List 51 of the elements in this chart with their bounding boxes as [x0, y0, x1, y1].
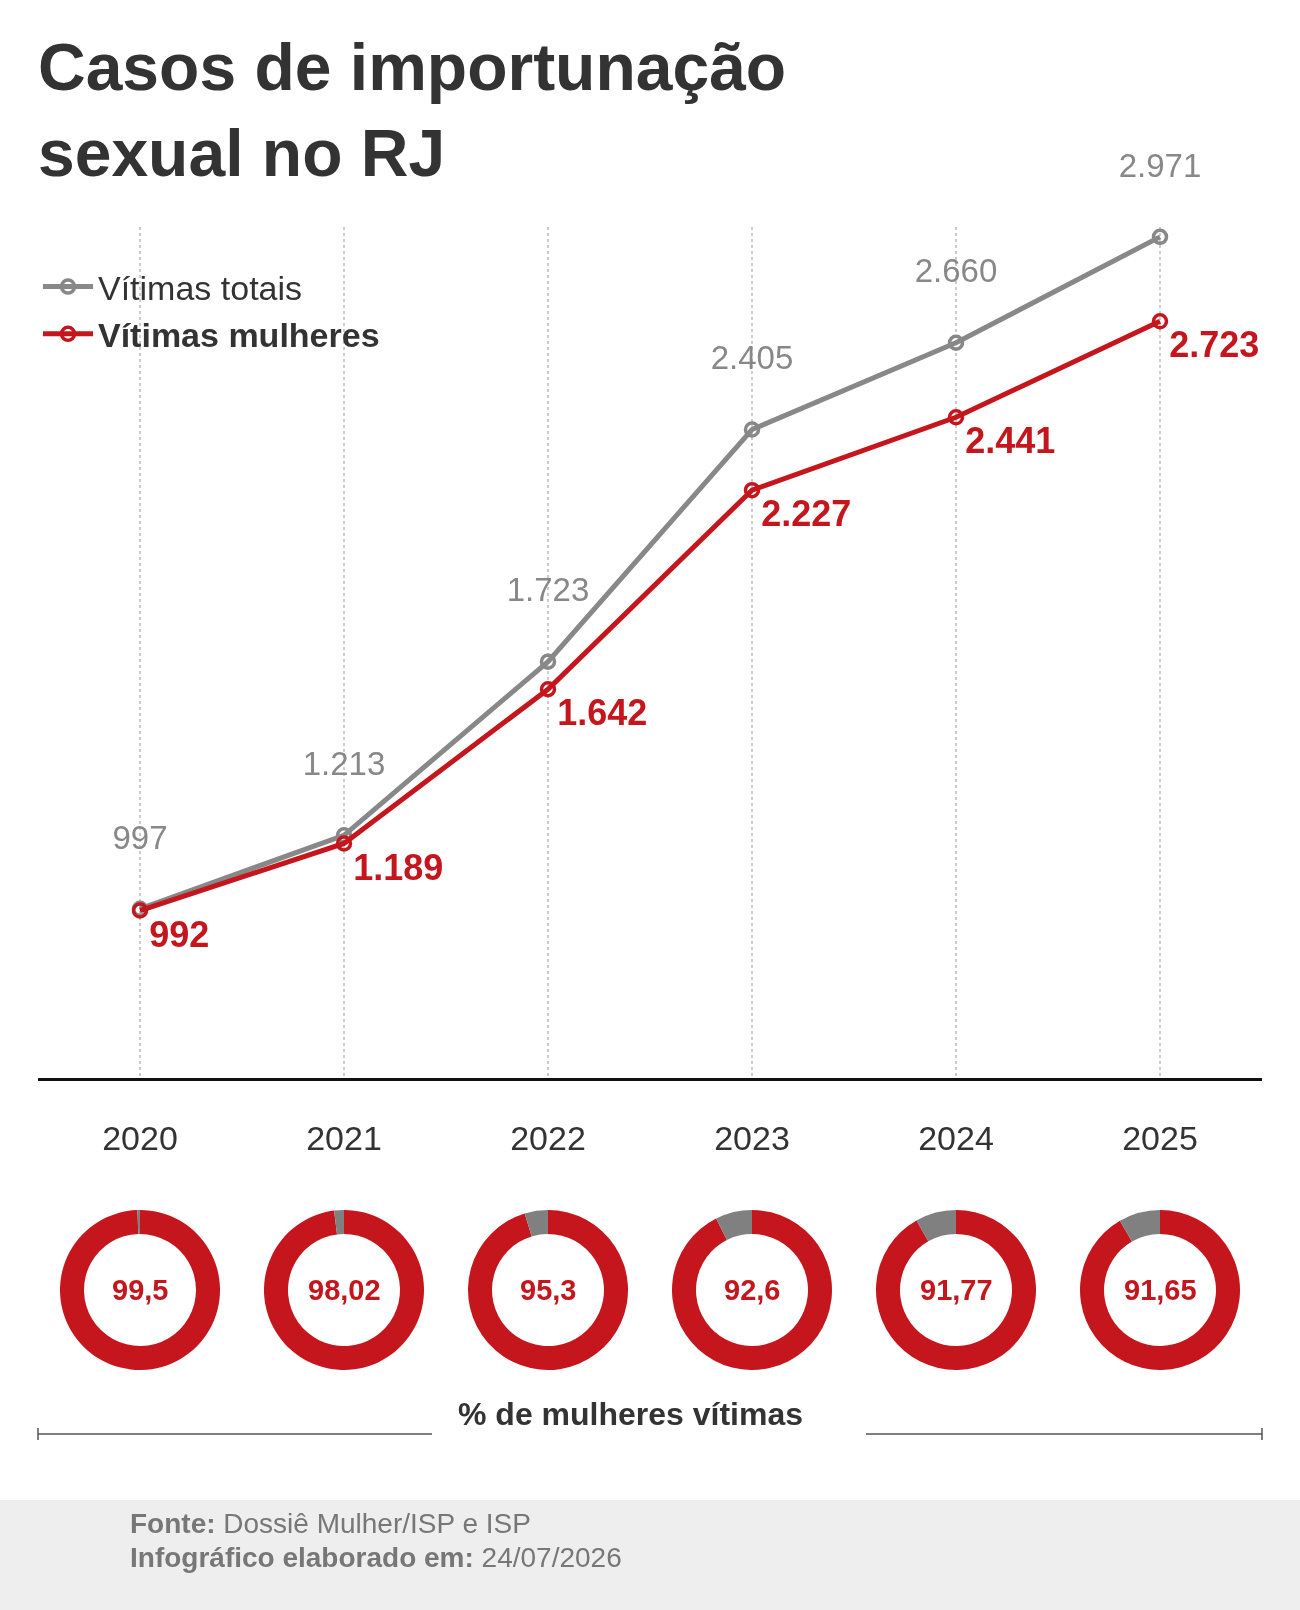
- text: 91,65: [1124, 1274, 1197, 1306]
- text: 92,6: [724, 1274, 781, 1306]
- text: 91,77: [920, 1274, 993, 1306]
- data-label: 997: [112, 818, 168, 856]
- point: [947, 334, 965, 351]
- donut-slice: [1119, 1210, 1160, 1242]
- data-label: 2.660: [914, 252, 998, 290]
- x-tick-label: 2023: [714, 1118, 790, 1157]
- data-label: 2.971: [1118, 146, 1202, 184]
- data-label: 1.189: [353, 846, 444, 888]
- point: [539, 653, 557, 670]
- x-tick-label: 2020: [102, 1118, 178, 1157]
- data-label: 2.441: [965, 420, 1056, 462]
- point: [335, 835, 353, 852]
- text: 98,02: [308, 1274, 381, 1306]
- donut-slice: [876, 1210, 1036, 1370]
- data-label: 1.723: [506, 571, 590, 609]
- data-label: 2.405: [710, 339, 794, 377]
- data-label: 992: [149, 913, 210, 955]
- donut-slice: [524, 1210, 548, 1237]
- point: [1151, 313, 1169, 330]
- donut-slice: [672, 1210, 832, 1370]
- donut-slice: [1080, 1210, 1240, 1370]
- donut-slice: [468, 1210, 628, 1370]
- x-tick-label: 2021: [306, 1118, 382, 1157]
- donut-slice: [916, 1210, 956, 1242]
- donut-slice: [334, 1210, 344, 1235]
- text: 95,3: [520, 1274, 577, 1306]
- legend-label: Vítimas totais: [98, 268, 303, 307]
- chart-title: Casos de importunação sexual no RJ: [38, 30, 787, 190]
- donut-slice: [264, 1210, 424, 1370]
- point: [947, 409, 965, 426]
- legend-label: Vítimas mulheres: [98, 316, 380, 355]
- text: Infográfico elaborado em: 24/07/2026: [130, 1542, 622, 1573]
- point: [1151, 228, 1169, 246]
- point: [743, 421, 761, 438]
- text: % de mulheres vítimas: [458, 1396, 804, 1432]
- donut-slice: [716, 1210, 752, 1240]
- point: [539, 681, 557, 698]
- data-label: 2.227: [761, 493, 852, 535]
- data-label: 2.723: [1169, 324, 1260, 366]
- x-tick-label: 2024: [918, 1118, 994, 1157]
- source-note: Fonte: Dossiê Mulher/ISP e ISP: [130, 1508, 531, 1539]
- data-label: 1.213: [302, 745, 386, 783]
- data-label: 1.642: [557, 692, 648, 734]
- donut-slice: [60, 1210, 220, 1370]
- donut-slice: [137, 1210, 140, 1235]
- point: [743, 481, 761, 499]
- text: 99,5: [112, 1274, 169, 1306]
- x-tick-label: 2022: [510, 1118, 586, 1157]
- x-tick-label: 2025: [1122, 1118, 1198, 1157]
